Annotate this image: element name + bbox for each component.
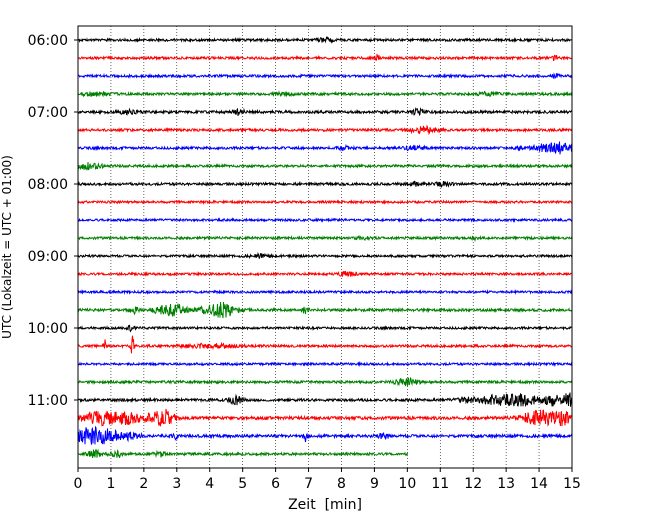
plot-frame (77, 25, 573, 469)
trace-0745 (77, 162, 573, 172)
x-tick-label: 11 (431, 476, 449, 492)
x-tick-label: 2 (139, 476, 148, 492)
trace-0830 (77, 217, 573, 223)
trace-0815 (77, 199, 573, 205)
trace-1130 (77, 425, 573, 445)
x-tick-label: 3 (172, 476, 181, 492)
trace-0715 (77, 124, 573, 136)
y-tick-label: 09:00 (28, 249, 68, 265)
trace-1030 (77, 361, 573, 367)
x-axis-ticks: 0 1 2 3 4 5 6 7 8 9 10 11 12 13 14 15 (74, 468, 581, 492)
trace-1015 (77, 335, 573, 354)
trace-0800 (77, 180, 573, 188)
trace-0600 (77, 35, 573, 44)
x-tick-label: 4 (205, 476, 214, 492)
trace-1145 (77, 448, 408, 459)
x-tick-label: 10 (398, 476, 416, 492)
y-tick-label: 10:00 (28, 321, 68, 337)
x-tick-label: 12 (464, 476, 482, 492)
y-tick-label: 07:00 (28, 105, 68, 121)
y-axis-ticks: 06:00 07:00 08:00 09:00 10:00 11:00 (28, 33, 78, 409)
seismic-traces (77, 35, 573, 459)
x-tick-label: 6 (271, 476, 280, 492)
trace-0930 (77, 288, 573, 296)
x-gridlines (110, 26, 540, 468)
trace-0900 (77, 251, 573, 260)
trace-0730 (77, 141, 573, 155)
x-tick-label: 13 (497, 476, 515, 492)
y-tick-label: 11:00 (28, 393, 68, 409)
x-axis-label: Zeit [min] (288, 497, 362, 513)
y-tick-label: 06:00 (28, 33, 68, 49)
x-tick-label: 9 (370, 476, 379, 492)
y-tick-label: 08:00 (28, 177, 68, 193)
x-tick-label: 0 (74, 476, 83, 492)
trace-0645 (77, 90, 573, 98)
x-tick-label: 7 (304, 476, 313, 492)
trace-0915 (77, 270, 573, 278)
y-axis-label: UTC (Lokalzeit = UTC + 01:00) (0, 155, 14, 339)
x-tick-label: 8 (337, 476, 346, 492)
x-tick-label: 15 (563, 476, 581, 492)
trace-1045 (77, 376, 573, 387)
x-tick-label: 14 (530, 476, 548, 492)
trace-0845 (77, 234, 573, 242)
trace-1000 (77, 324, 573, 333)
trace-0615 (77, 53, 573, 62)
trace-0700 (77, 106, 573, 117)
trace-1115 (77, 408, 573, 427)
x-tick-label: 5 (238, 476, 247, 492)
trace-0945 (77, 301, 573, 319)
x-tick-label: 1 (106, 476, 115, 492)
trace-1100 (77, 392, 573, 408)
trace-0630 (77, 72, 573, 80)
